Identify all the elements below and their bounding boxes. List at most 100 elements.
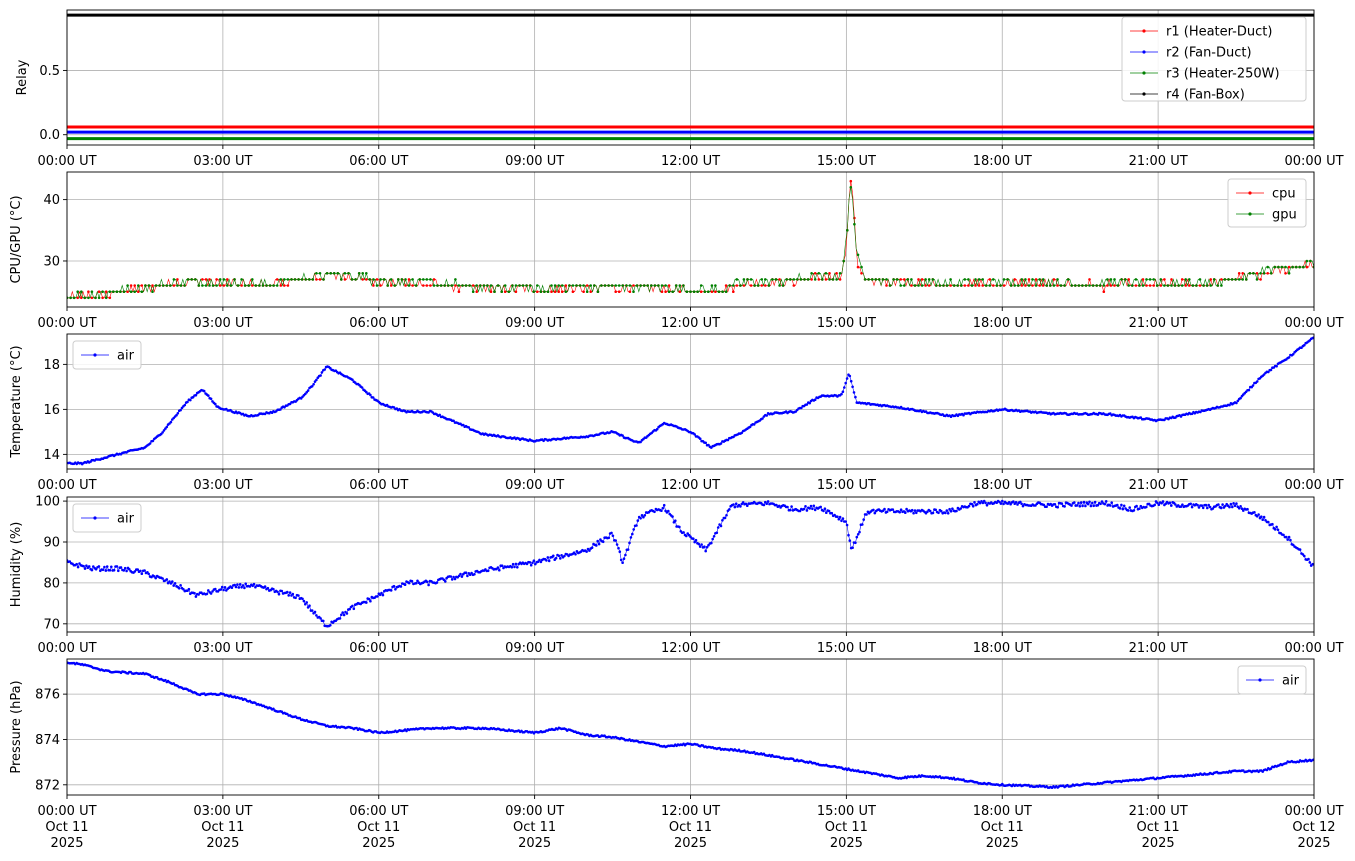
data-point	[211, 284, 215, 287]
data-point	[622, 557, 626, 560]
data-point	[653, 284, 657, 287]
data-point	[1275, 364, 1278, 368]
data-point	[294, 596, 297, 600]
data-point	[1100, 500, 1104, 503]
data-point	[805, 509, 809, 512]
data-point	[717, 290, 721, 294]
data-point	[1001, 499, 1004, 503]
data-point	[432, 284, 436, 287]
data-point	[971, 505, 975, 508]
data-point	[1275, 525, 1278, 529]
data-point	[1191, 284, 1195, 287]
data-point	[1173, 284, 1177, 287]
data-point	[1118, 507, 1122, 510]
data-point	[165, 578, 169, 581]
data-point	[764, 284, 767, 287]
data-point	[910, 278, 913, 281]
data-point	[1088, 284, 1091, 287]
data-point	[435, 581, 439, 584]
data-point	[693, 433, 696, 436]
legend-marker	[1142, 29, 1146, 33]
data-point	[475, 284, 479, 287]
data-point	[977, 284, 981, 287]
data-point	[1077, 284, 1081, 287]
data-point	[103, 565, 106, 569]
data-point	[1038, 278, 1041, 281]
data-point	[1262, 272, 1266, 275]
data-point	[719, 442, 723, 445]
data-point	[187, 587, 191, 591]
data-point	[862, 518, 865, 521]
data-point	[1073, 501, 1076, 504]
data-point	[856, 533, 860, 536]
data-point	[848, 374, 852, 378]
data-point	[956, 284, 959, 287]
data-point	[913, 284, 917, 287]
data-point	[392, 584, 396, 588]
data-point	[878, 278, 881, 281]
data-point	[194, 595, 198, 598]
data-point	[1031, 278, 1034, 281]
data-point	[601, 540, 605, 544]
data-point	[639, 440, 642, 444]
data-point	[619, 558, 623, 562]
data-point	[1237, 278, 1241, 281]
data-point	[646, 284, 649, 287]
data-point	[161, 284, 165, 287]
data-point	[845, 523, 849, 527]
data-point	[1196, 503, 1199, 507]
data-point	[732, 290, 735, 294]
data-point	[313, 610, 317, 614]
data-point	[288, 591, 292, 594]
data-point	[154, 576, 157, 580]
data-point	[1013, 278, 1016, 281]
data-point	[840, 519, 843, 523]
data-point	[984, 501, 987, 505]
data-point	[1303, 343, 1306, 347]
data-point	[454, 278, 457, 281]
data-point	[977, 278, 981, 281]
data-point	[407, 284, 411, 287]
y-tick-label: 874	[35, 733, 60, 748]
data-point	[920, 278, 924, 281]
data-point	[305, 601, 309, 604]
data-point	[226, 284, 229, 287]
data-point	[615, 543, 619, 546]
data-point	[752, 423, 756, 426]
data-point	[841, 517, 845, 520]
data-point	[682, 531, 685, 534]
data-point	[432, 278, 436, 281]
data-point	[1120, 278, 1123, 281]
data-point	[342, 613, 346, 617]
data-point	[1200, 504, 1204, 507]
data-point	[439, 284, 443, 287]
data-point	[1109, 278, 1113, 281]
data-point	[94, 296, 97, 300]
legend-box	[1227, 178, 1307, 228]
data-point	[214, 402, 217, 406]
data-point	[1204, 503, 1208, 507]
data-point	[204, 278, 208, 281]
data-point	[1002, 502, 1005, 506]
data-point	[885, 278, 888, 281]
data-point	[322, 619, 325, 623]
data-point	[450, 578, 454, 581]
data-point	[1006, 278, 1009, 281]
data-point	[528, 284, 532, 287]
data-point	[205, 592, 209, 596]
data-point	[414, 581, 418, 585]
data-point	[381, 593, 385, 597]
data-point	[1208, 505, 1212, 509]
data-point	[564, 284, 568, 287]
data-point	[1206, 506, 1209, 510]
data-point	[351, 378, 354, 382]
x-tick-label: 06:00 UT	[349, 316, 408, 331]
data-point	[843, 386, 846, 389]
data-point	[1237, 507, 1241, 510]
data-point	[1066, 278, 1070, 281]
data-point	[1017, 284, 1020, 287]
data-point	[300, 278, 304, 281]
data-point	[748, 425, 752, 429]
data-point	[938, 284, 942, 287]
data-point	[915, 511, 918, 515]
